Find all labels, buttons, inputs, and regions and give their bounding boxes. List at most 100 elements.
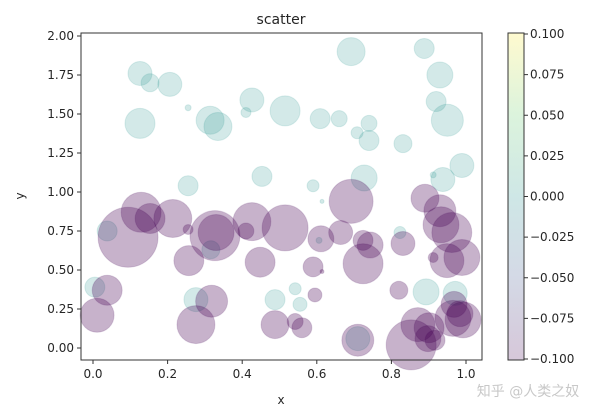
scatter-point bbox=[319, 269, 325, 275]
scatter-point bbox=[444, 301, 482, 339]
scatter-point bbox=[341, 323, 375, 357]
y-axis: 0.00 0.25 0.50 0.75 1.00 1.25 1.50 1.75 2.00 bbox=[47, 29, 81, 355]
scatter-point bbox=[302, 256, 324, 278]
scatter-point bbox=[239, 87, 265, 113]
scatter-point bbox=[442, 280, 468, 306]
scatter-point bbox=[356, 231, 384, 259]
x-tick-label: 0.8 bbox=[382, 367, 401, 381]
scatter-point bbox=[336, 37, 366, 67]
chart-title: scatter bbox=[257, 12, 306, 28]
scatter-point bbox=[430, 167, 456, 193]
y-tick-label: 0.00 bbox=[47, 341, 74, 355]
colorbar-tick-label: 0.050 bbox=[530, 108, 564, 122]
scatter-point bbox=[307, 287, 323, 303]
scatter-point bbox=[176, 305, 216, 345]
scatter-point bbox=[84, 276, 106, 298]
y-tick-label: 1.50 bbox=[47, 107, 74, 121]
colorbar-tick-label: 0.000 bbox=[530, 190, 564, 204]
y-tick-label: 0.25 bbox=[47, 302, 74, 316]
scatter-point bbox=[177, 175, 199, 197]
scatter-point bbox=[429, 243, 465, 279]
scatter-point bbox=[425, 91, 447, 113]
scatter-point bbox=[261, 204, 309, 252]
scatter-point bbox=[413, 312, 445, 344]
scatter-point bbox=[182, 223, 194, 235]
scatter-point bbox=[134, 203, 166, 235]
scatter-point bbox=[412, 278, 440, 306]
scatter-point bbox=[79, 297, 115, 333]
scatter-point bbox=[393, 226, 407, 240]
points-layer bbox=[79, 37, 482, 371]
scatter-point bbox=[124, 107, 156, 139]
y-tick-label: 1.25 bbox=[47, 146, 74, 160]
colorbar-tick-label: −0.075 bbox=[530, 311, 574, 325]
colorbar-tick-label: 0.075 bbox=[530, 68, 564, 82]
colorbar-tick-label: −0.050 bbox=[530, 271, 574, 285]
y-tick-label: 2.00 bbox=[47, 29, 74, 43]
scatter-point bbox=[183, 287, 209, 313]
x-tick-label: 0.4 bbox=[233, 367, 252, 381]
scatter-point bbox=[414, 325, 442, 353]
scatter-point bbox=[96, 220, 118, 242]
scatter-point bbox=[328, 178, 374, 224]
scatter-point bbox=[127, 60, 153, 86]
scatter-point bbox=[286, 312, 304, 330]
scatter-point bbox=[350, 164, 378, 192]
scatter-point bbox=[400, 307, 436, 343]
scatter-point bbox=[195, 284, 229, 318]
scatter-point bbox=[269, 95, 301, 127]
scatter-point bbox=[153, 199, 193, 239]
scatter-point bbox=[423, 194, 457, 228]
scatter-point bbox=[244, 246, 276, 278]
scatter-point bbox=[434, 299, 472, 337]
scatter-point bbox=[446, 300, 474, 328]
scatter-point bbox=[440, 290, 468, 318]
scatter-point bbox=[237, 222, 255, 240]
scatter-point bbox=[345, 326, 371, 352]
x-axis-label: x bbox=[277, 393, 284, 407]
scatter-point bbox=[197, 214, 235, 252]
scatter-point bbox=[426, 61, 454, 89]
y-tick-label: 0.50 bbox=[47, 263, 74, 277]
scatter-point bbox=[443, 239, 481, 277]
scatter-point bbox=[264, 289, 286, 311]
scatter-point bbox=[173, 245, 205, 277]
x-tick-label: 0.6 bbox=[307, 367, 326, 381]
scatter-point bbox=[292, 296, 308, 312]
scatter-point bbox=[288, 282, 302, 296]
scatter-point bbox=[140, 73, 160, 93]
y-tick-label: 1.75 bbox=[47, 68, 74, 82]
y-tick-label: 1.00 bbox=[47, 185, 74, 199]
scatter-point bbox=[385, 319, 437, 371]
colorbar-tick-label: −0.100 bbox=[530, 352, 574, 366]
scatter-point bbox=[330, 110, 348, 128]
scatter-point bbox=[157, 71, 183, 97]
scatter-point bbox=[429, 171, 437, 179]
scatter-point bbox=[97, 206, 159, 268]
scatter-point bbox=[422, 206, 460, 244]
scatter-point bbox=[309, 108, 331, 130]
colorbar-tick-label: 0.100 bbox=[530, 27, 564, 41]
scatter-point bbox=[319, 198, 325, 204]
scatter-point bbox=[328, 220, 354, 246]
scatter-point bbox=[390, 230, 416, 256]
x-tick-label: 0.2 bbox=[158, 367, 177, 381]
scatter-point bbox=[358, 130, 380, 152]
x-tick-label: 0.0 bbox=[83, 367, 102, 381]
scatter-point bbox=[427, 252, 439, 264]
colorbar-axis: −0.100 −0.075 −0.050 −0.025 0.000 0.025 0.050 0… bbox=[524, 27, 574, 366]
scatter-point bbox=[360, 114, 378, 132]
scatter-point bbox=[352, 229, 374, 251]
scatter-point bbox=[195, 105, 225, 135]
scatter-point bbox=[350, 126, 364, 140]
scatter-point bbox=[306, 179, 320, 193]
scatter-point bbox=[201, 240, 221, 260]
scatter-point bbox=[393, 134, 413, 154]
plot-frame bbox=[80, 32, 483, 361]
y-axis-label: y bbox=[13, 192, 27, 199]
scatter-point bbox=[251, 165, 273, 187]
scatter-point bbox=[291, 317, 313, 339]
scatter-point bbox=[424, 329, 446, 351]
y-tick-label: 0.75 bbox=[47, 224, 74, 238]
